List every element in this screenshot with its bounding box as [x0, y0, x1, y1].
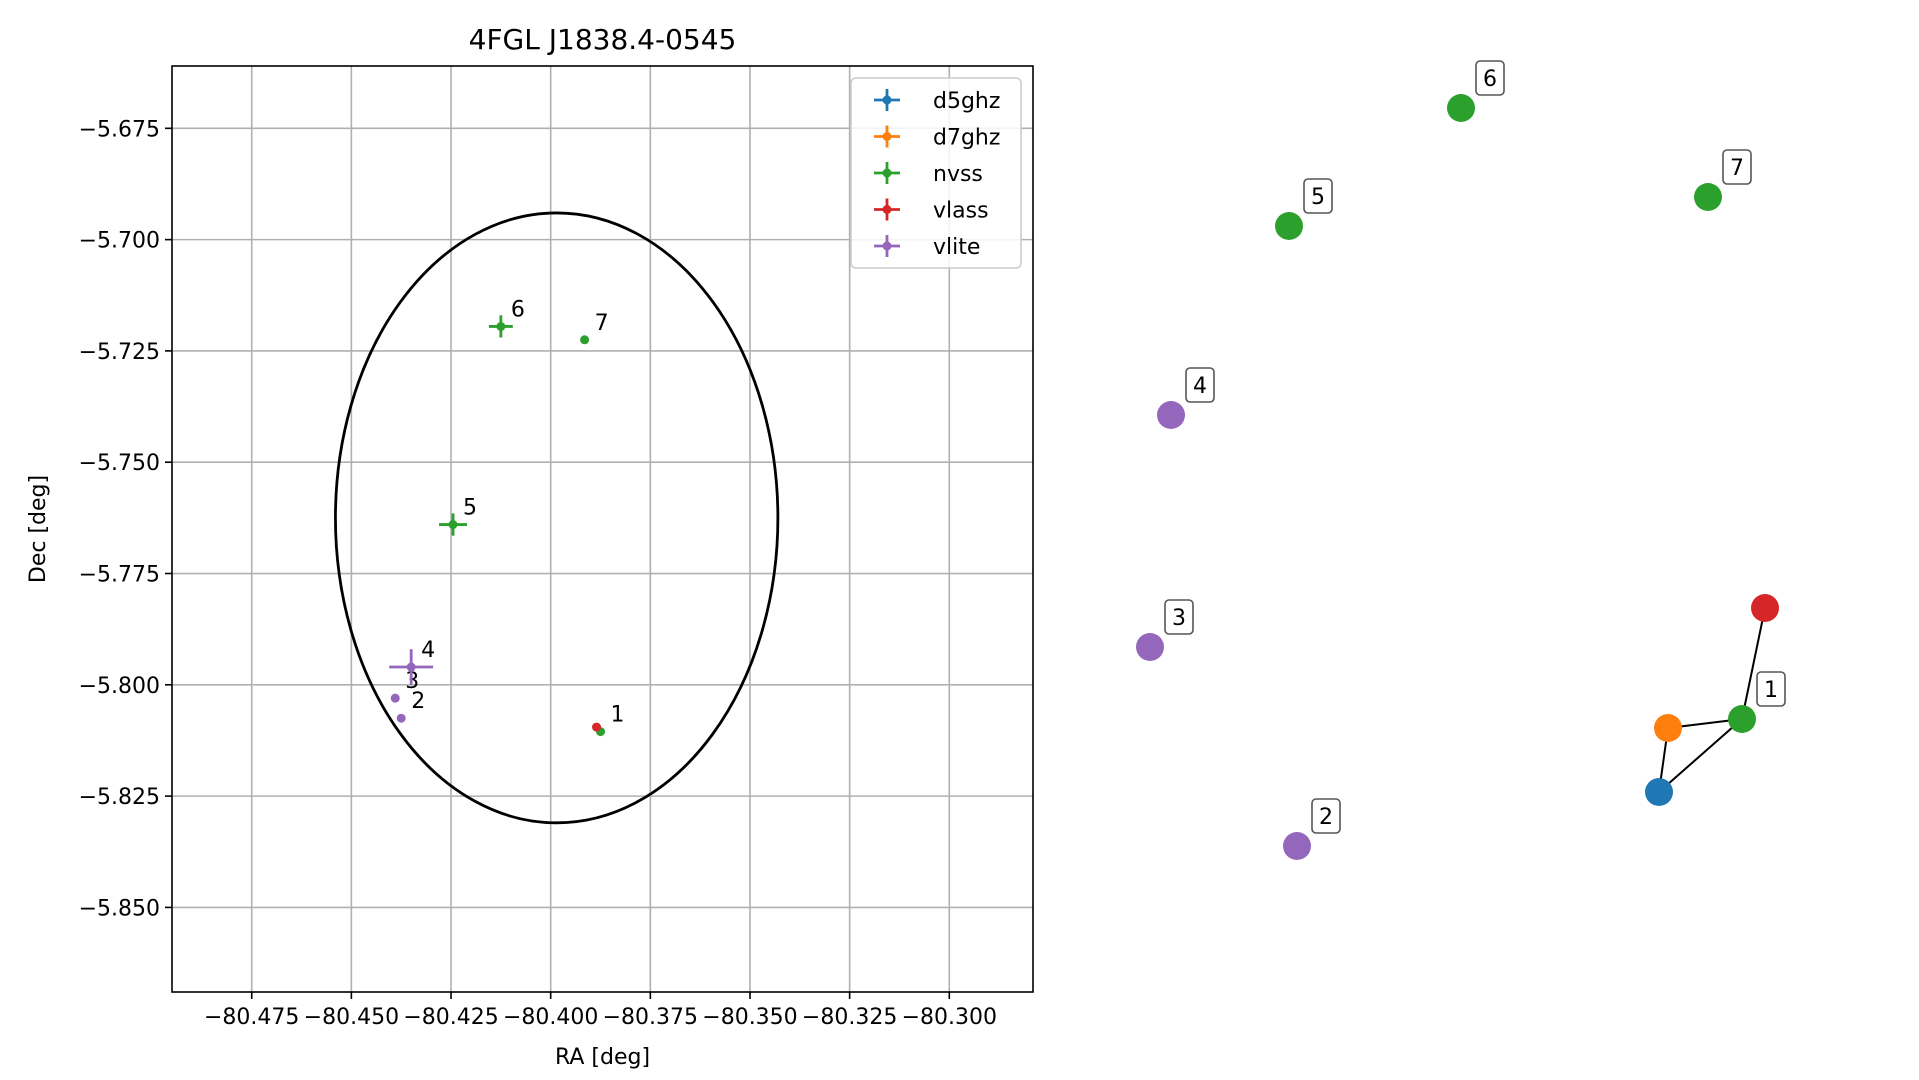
vlite-legend-label: vlite	[933, 235, 980, 260]
x-tick-label: −80.425	[403, 1005, 498, 1030]
nvss-6-node-label: 6	[1483, 67, 1497, 92]
vlite-point	[396, 713, 406, 723]
vlite-3-node	[1136, 633, 1164, 661]
d5ghz-legend-label: d5ghz	[933, 89, 1000, 114]
points-layer: 1567234	[389, 297, 625, 737]
d7ghz-1-node	[1654, 714, 1682, 742]
x-axis-label: RA [deg]	[555, 1045, 650, 1070]
x-ticks: −80.475 −80.450 −80.425 −80.400 −80.375 −80.3…	[204, 992, 997, 1030]
nvss-point-label: 7	[595, 311, 609, 336]
chart-title: 4FGL J1838.4-0545	[469, 23, 737, 56]
legend: d5ghz d7ghz nvss vlass vlite	[850, 77, 1022, 269]
graph-nodes: 1 2 3 4 5 6 7	[1136, 60, 1786, 860]
y-tick-label: −5.750	[79, 451, 160, 476]
vlite-4-node-label: 4	[1193, 374, 1207, 399]
nvss-5-node-label: 5	[1311, 185, 1325, 210]
nvss-point	[580, 335, 590, 345]
x-tick-label: −80.400	[503, 1005, 598, 1030]
y-tick-label: −5.675	[79, 117, 160, 142]
d5ghz-legend-marker	[882, 95, 892, 105]
scatter-panel: 1567234 −80.475−80.450−80.425−80.400−80.…	[26, 23, 1034, 1070]
ellipse-layer	[334, 211, 780, 825]
nvss-point-label: 5	[463, 496, 477, 521]
nvss-legend-label: nvss	[933, 162, 983, 187]
vlite-3-label-box	[1164, 599, 1194, 635]
graph-edge	[1741, 607, 1766, 720]
vlite-point	[406, 662, 416, 672]
vlite-2-node	[1283, 832, 1311, 860]
y-tick-label: −5.775	[79, 563, 160, 588]
vlass-legend-marker	[882, 205, 892, 214]
graph-edge	[1658, 718, 1743, 793]
vlass-legend-label: vlass	[933, 199, 989, 224]
nvss-1-node-label: 1	[1764, 678, 1778, 703]
nvss-1-node	[1728, 705, 1756, 733]
nvss-1-label-box	[1756, 671, 1786, 707]
x-tick-label: −80.475	[204, 1005, 299, 1030]
nvss-point-label: 6	[511, 297, 525, 322]
vlite-2-label-box	[1311, 798, 1341, 834]
nvss-point	[448, 520, 458, 530]
x-tick-label: −80.375	[603, 1005, 698, 1030]
legend-box	[850, 77, 1022, 269]
nvss-5-label-box	[1303, 178, 1333, 214]
nvss-point-label: 1	[611, 703, 625, 728]
y-tick-label: −5.825	[79, 785, 160, 810]
vlite-3-node-label: 3	[1172, 606, 1186, 631]
nvss-6-label-box	[1475, 60, 1505, 96]
nvss-point	[496, 321, 506, 331]
graph-edges	[1658, 607, 1766, 793]
nvss-7-node-label: 7	[1730, 156, 1744, 181]
graph-panel: 1 2 3 4 5 6 7	[1136, 60, 1786, 860]
nvss-6-node	[1447, 94, 1475, 122]
vlite-point-label: 2	[411, 689, 425, 714]
y-tick-label: −5.700	[79, 229, 160, 254]
d7ghz-legend-marker	[882, 132, 892, 141]
x-tick-label: −80.325	[802, 1005, 897, 1030]
nvss-legend-marker	[882, 168, 892, 178]
vlass-point	[592, 722, 602, 732]
nvss-7-node	[1694, 183, 1722, 211]
nvss-7-label-box	[1722, 149, 1752, 185]
x-tick-label: −80.450	[304, 1005, 399, 1030]
y-ticks: −5.675 −5.700 −5.725 −5.750 −5.775 −5.800 −5.8…	[79, 117, 172, 921]
grid-lines	[172, 66, 1033, 992]
vlite-2-node-label: 2	[1319, 805, 1333, 830]
x-tick-label: −80.300	[902, 1005, 997, 1030]
plot-frame	[171, 65, 1034, 993]
y-tick-label: −5.800	[79, 674, 160, 699]
y-axis-label: Dec [deg]	[26, 475, 51, 583]
vlite-4-node	[1157, 401, 1185, 429]
x-tick-label: −80.350	[702, 1005, 797, 1030]
y-tick-label: −5.850	[79, 896, 160, 921]
d5ghz-1-node	[1645, 778, 1673, 806]
localization-ellipse	[334, 211, 780, 825]
y-tick-label: −5.725	[79, 340, 160, 365]
vlite-point	[390, 693, 400, 703]
vlass-1-node	[1751, 594, 1779, 622]
vlite-point-label: 4	[421, 638, 435, 663]
d7ghz-legend-label: d7ghz	[933, 126, 1000, 151]
nvss-5-node	[1275, 212, 1303, 240]
vlite-legend-marker	[882, 241, 892, 251]
vlite-4-label-box	[1185, 367, 1215, 403]
